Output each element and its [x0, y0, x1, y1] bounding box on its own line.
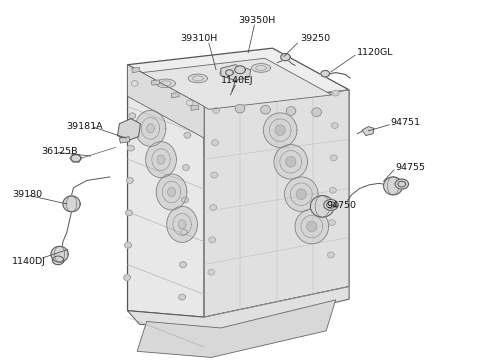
Polygon shape [204, 90, 349, 317]
Polygon shape [307, 221, 317, 232]
Polygon shape [52, 256, 64, 265]
Polygon shape [252, 64, 271, 72]
Polygon shape [210, 205, 216, 210]
Polygon shape [137, 300, 336, 357]
Polygon shape [180, 229, 187, 235]
Text: 39181A: 39181A [66, 122, 103, 131]
Polygon shape [135, 110, 166, 146]
Polygon shape [128, 48, 349, 106]
Polygon shape [147, 124, 155, 133]
Polygon shape [156, 79, 175, 88]
Text: 1140DJ: 1140DJ [12, 257, 47, 266]
Polygon shape [186, 100, 193, 106]
Polygon shape [329, 187, 336, 193]
Polygon shape [211, 172, 217, 178]
Polygon shape [321, 70, 329, 77]
Polygon shape [188, 74, 207, 83]
Polygon shape [191, 105, 199, 110]
Polygon shape [324, 200, 338, 210]
Polygon shape [296, 189, 306, 199]
Polygon shape [132, 67, 140, 73]
Polygon shape [182, 165, 189, 170]
Polygon shape [128, 65, 204, 138]
Polygon shape [274, 144, 308, 179]
Polygon shape [327, 202, 335, 208]
Polygon shape [275, 125, 285, 135]
Polygon shape [118, 119, 141, 141]
Polygon shape [146, 142, 176, 178]
Polygon shape [209, 237, 216, 243]
Polygon shape [167, 206, 197, 242]
Polygon shape [331, 123, 338, 129]
Polygon shape [312, 108, 322, 117]
Polygon shape [212, 140, 218, 145]
Polygon shape [286, 106, 296, 115]
Polygon shape [126, 210, 132, 216]
Polygon shape [208, 269, 215, 275]
Polygon shape [178, 220, 186, 229]
Text: 94755: 94755 [396, 164, 426, 173]
Polygon shape [264, 113, 297, 147]
Polygon shape [128, 65, 204, 317]
Polygon shape [285, 177, 318, 212]
Polygon shape [311, 196, 334, 217]
Polygon shape [281, 53, 290, 61]
Polygon shape [156, 174, 187, 210]
Polygon shape [180, 262, 186, 268]
Polygon shape [398, 181, 406, 187]
Polygon shape [213, 108, 219, 113]
Polygon shape [332, 90, 339, 96]
Polygon shape [328, 220, 335, 226]
Polygon shape [132, 81, 138, 86]
Text: 36125B: 36125B [41, 147, 78, 156]
Polygon shape [157, 155, 165, 164]
Polygon shape [51, 246, 68, 262]
Polygon shape [362, 127, 374, 135]
Text: 39350H: 39350H [238, 16, 276, 25]
Polygon shape [181, 197, 188, 203]
Polygon shape [125, 242, 132, 248]
Polygon shape [124, 275, 131, 280]
Polygon shape [127, 178, 133, 183]
Polygon shape [220, 69, 239, 77]
Text: 94750: 94750 [326, 201, 356, 210]
Polygon shape [71, 155, 81, 162]
Polygon shape [395, 179, 408, 189]
Polygon shape [330, 155, 337, 161]
Text: 94751: 94751 [391, 118, 421, 127]
Polygon shape [129, 113, 136, 119]
Polygon shape [142, 58, 332, 109]
Text: 1120GL: 1120GL [357, 48, 394, 57]
Polygon shape [128, 287, 349, 331]
Polygon shape [184, 132, 191, 138]
Polygon shape [327, 252, 334, 258]
Polygon shape [286, 157, 296, 167]
Polygon shape [179, 294, 185, 300]
Text: 39250: 39250 [300, 34, 330, 43]
Polygon shape [168, 187, 175, 196]
Polygon shape [235, 104, 245, 113]
Polygon shape [171, 92, 179, 98]
Polygon shape [384, 177, 403, 195]
Text: 39180: 39180 [12, 190, 43, 199]
Polygon shape [221, 65, 251, 81]
Text: 39310H: 39310H [180, 34, 218, 43]
Polygon shape [226, 70, 233, 75]
Text: 1140EJ: 1140EJ [221, 76, 254, 85]
Polygon shape [128, 145, 134, 151]
Polygon shape [152, 80, 159, 85]
Polygon shape [295, 209, 328, 244]
Polygon shape [235, 66, 245, 74]
Polygon shape [63, 196, 80, 212]
Polygon shape [261, 105, 270, 114]
Polygon shape [120, 136, 130, 143]
